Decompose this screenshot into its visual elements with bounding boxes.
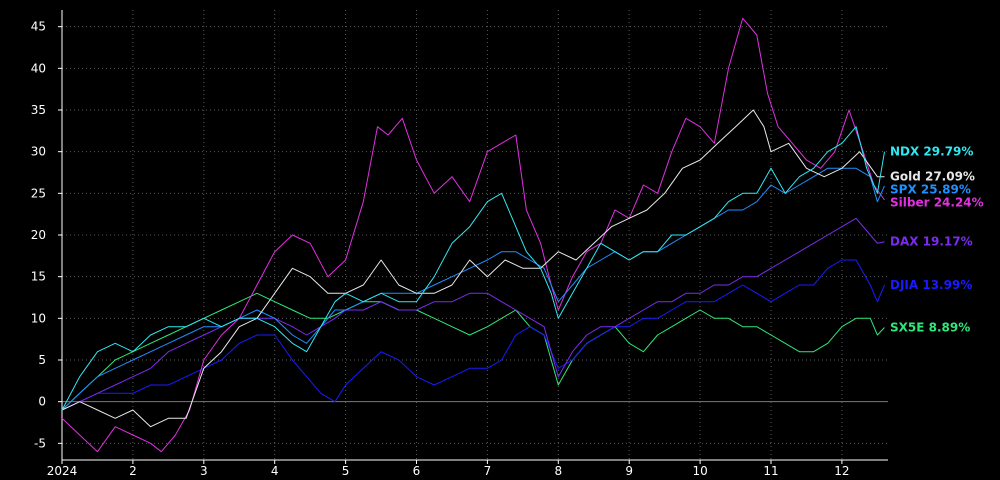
x-tick-label: 8	[554, 464, 562, 478]
legend-label-sx5e: SX5E 8.89%	[890, 321, 970, 335]
legend: NDX 29.79% Gold 27.09%SPX 25.89%Silber 24…	[890, 145, 984, 335]
series-lines	[61, 17, 885, 453]
y-tick-label: 20	[31, 228, 46, 242]
x-tick-label: 4	[271, 464, 279, 478]
x-tick-label: 10	[692, 464, 707, 478]
legend-label-gold: Gold 27.09%	[890, 170, 975, 184]
y-tick-label: 5	[38, 353, 46, 367]
series-line-sx5e	[61, 292, 885, 411]
x-tick-label: 2024	[47, 464, 78, 478]
legend-label-silber: Silber 24.24%	[890, 196, 984, 210]
y-tick-label: 45	[31, 20, 46, 34]
series-line-djia	[61, 259, 885, 411]
x-tick-label: 12	[834, 464, 849, 478]
y-tick-label: 40	[31, 61, 46, 75]
y-tick-label: 25	[31, 186, 46, 200]
legend-label-dax: DAX 19.17%	[890, 235, 973, 249]
y-tick-label: 35	[31, 103, 46, 117]
x-tick-label: 2	[129, 464, 137, 478]
x-tick-label: 7	[484, 464, 492, 478]
x-tick-label: 6	[413, 464, 421, 478]
legend-label-djia: DJIA 13.99%	[890, 278, 972, 292]
y-tick-label: 0	[38, 395, 46, 409]
x-tick-label: 9	[625, 464, 633, 478]
legend-label-ndx: NDX 29.79%	[890, 145, 973, 159]
y-tick-label: 15	[31, 270, 46, 284]
grid	[61, 10, 888, 460]
series-line-gold	[61, 109, 885, 428]
series-line-silber	[61, 17, 885, 453]
series-line-ndx	[61, 126, 885, 411]
x-tick-label: 5	[342, 464, 350, 478]
y-tick-label: 10	[31, 311, 46, 325]
legend-label-spx: SPX 25.89%	[890, 183, 971, 197]
x-tick-label: 11	[763, 464, 778, 478]
y-tick-label: 30	[31, 145, 46, 159]
x-tick-label: 3	[200, 464, 208, 478]
y-tick-label: -5	[34, 436, 46, 450]
